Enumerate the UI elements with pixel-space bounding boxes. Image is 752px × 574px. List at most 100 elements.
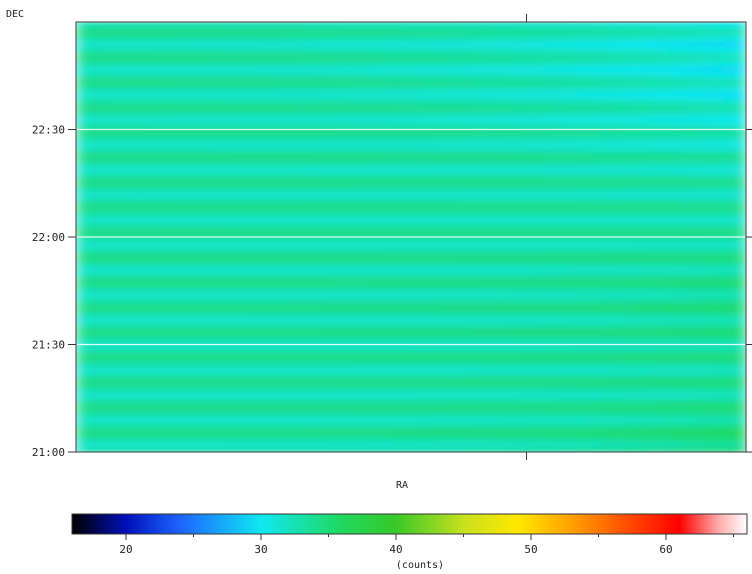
heatmap-cell <box>288 312 300 318</box>
heatmap-cell <box>76 202 88 208</box>
heatmap-cell <box>567 22 580 28</box>
heatmap-cell <box>612 247 624 253</box>
heatmap-cell <box>221 232 233 238</box>
heatmap-cell <box>522 297 535 303</box>
heatmap-cell <box>198 267 211 273</box>
heatmap-cell <box>500 412 513 418</box>
heatmap-cell <box>332 197 345 203</box>
heatmap-cell <box>131 392 144 398</box>
heatmap-cell <box>187 347 200 353</box>
heatmap-cell <box>734 72 746 78</box>
heatmap-cell <box>545 72 557 78</box>
heatmap-cell <box>332 432 345 438</box>
heatmap-cell <box>489 172 501 178</box>
heatmap-cell <box>288 192 300 198</box>
heatmap-cell <box>511 417 524 423</box>
heatmap-cell <box>567 362 580 368</box>
heatmap-cell <box>221 292 233 298</box>
heatmap-cell <box>679 82 691 88</box>
heatmap-cell <box>232 332 245 338</box>
heatmap-cell <box>623 87 635 93</box>
heatmap-cell <box>489 72 501 78</box>
heatmap-cell <box>198 182 211 188</box>
heatmap-cell <box>143 202 155 208</box>
heatmap-cell <box>254 77 267 83</box>
heatmap-cell <box>310 167 323 173</box>
heatmap-cell <box>176 67 189 73</box>
heatmap-cell <box>265 92 278 98</box>
heatmap-cell <box>511 147 524 153</box>
heatmap-cell <box>176 272 189 278</box>
heatmap-cell <box>444 337 457 343</box>
heatmap-cell <box>109 72 122 78</box>
heatmap-cell <box>623 22 635 28</box>
heatmap-cell <box>511 267 524 273</box>
heatmap-cell <box>198 302 211 308</box>
heatmap-cell <box>444 277 457 283</box>
heatmap-cell <box>221 197 233 203</box>
heatmap-cell <box>489 152 501 158</box>
heatmap-cell <box>567 377 580 383</box>
heatmap-cell <box>265 107 278 113</box>
heatmap-cell <box>690 22 702 28</box>
heatmap-cell <box>589 277 602 283</box>
heatmap-cell <box>634 197 647 203</box>
heatmap-cell <box>221 362 233 368</box>
heatmap-cell <box>187 22 200 28</box>
heatmap-cell <box>667 297 680 303</box>
heatmap-cell <box>399 182 412 188</box>
heatmap-cell <box>254 327 267 333</box>
heatmap-cell <box>690 72 702 78</box>
heatmap-cell <box>299 362 312 368</box>
heatmap-cell <box>589 307 602 313</box>
heatmap-cell <box>321 102 334 108</box>
heatmap-cell <box>656 102 669 108</box>
heatmap-cell <box>522 307 535 313</box>
heatmap-cell <box>131 172 144 178</box>
heatmap-cell <box>288 162 300 168</box>
heatmap-cell <box>288 267 300 273</box>
heatmap-cell <box>399 432 412 438</box>
heatmap-cell <box>344 257 356 263</box>
heatmap-cell <box>589 112 602 118</box>
heatmap-cell <box>589 192 602 198</box>
heatmap-cell <box>533 62 546 68</box>
heatmap-cell <box>690 187 702 193</box>
heatmap-cell <box>98 142 111 148</box>
heatmap-cell <box>545 257 557 263</box>
heatmap-cell <box>87 177 99 183</box>
heatmap-cell <box>243 322 256 328</box>
heatmap-cell <box>221 177 233 183</box>
heatmap-cell <box>76 162 88 168</box>
heatmap-cell <box>478 252 490 258</box>
heatmap-cell <box>377 77 390 83</box>
heatmap-cell <box>366 257 379 263</box>
heatmap-cell <box>187 82 200 88</box>
heatmap-cell <box>489 122 501 128</box>
heatmap-cell <box>254 32 267 38</box>
heatmap-cell <box>433 307 446 313</box>
heatmap-cell <box>500 72 513 78</box>
heatmap-cell <box>154 322 166 328</box>
heatmap-cell <box>589 227 602 233</box>
heatmap-cell <box>210 417 222 423</box>
heatmap-cell <box>478 297 490 303</box>
heatmap-cell <box>388 227 401 233</box>
heatmap-cell <box>288 237 300 243</box>
heatmap-cell <box>556 277 568 283</box>
heatmap-cell <box>455 227 468 233</box>
heatmap-cell <box>634 72 647 78</box>
heatmap-cell <box>321 82 334 88</box>
heatmap-cell <box>455 297 468 303</box>
heatmap-cell <box>332 312 345 318</box>
heatmap-cell <box>701 117 714 123</box>
heatmap-cell <box>98 267 111 273</box>
heatmap-cell <box>522 327 535 333</box>
heatmap-cell <box>511 197 524 203</box>
heatmap-cell <box>489 227 501 233</box>
heatmap-cell <box>734 207 746 213</box>
heatmap-cell <box>120 317 133 323</box>
heatmap-cell <box>366 277 379 283</box>
heatmap-cell <box>545 57 557 63</box>
heatmap-cell <box>612 182 624 188</box>
